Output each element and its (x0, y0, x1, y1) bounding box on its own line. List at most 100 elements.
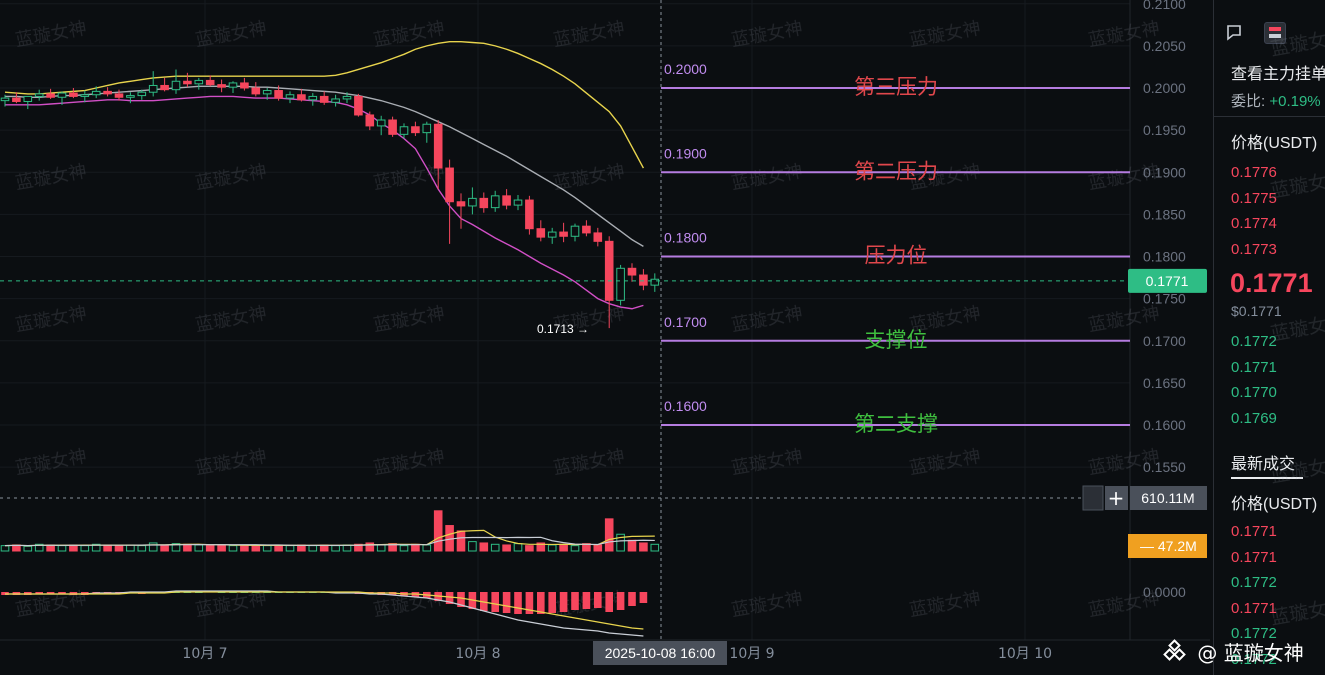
candle-body (80, 94, 90, 97)
layout-icon[interactable] (1224, 22, 1246, 44)
candle-body (91, 90, 101, 96)
candle-body (69, 92, 78, 97)
time-tick-label: 10月 7 (182, 646, 227, 662)
candle-body (262, 90, 272, 95)
trade-price: 0.1772 (1231, 574, 1277, 591)
volume-bar (525, 545, 534, 552)
level-name-label: 第二支撑 (854, 412, 938, 436)
ratio-label: 委比: (1231, 93, 1266, 110)
volume-bar (251, 545, 261, 552)
last-price-usd: $0.1771 (1231, 303, 1282, 319)
watermark: 蓝璇女神 (14, 161, 89, 194)
candle-body (650, 278, 660, 286)
candle-body (160, 84, 169, 91)
recent-trades-title[interactable]: 最新成交 (1231, 456, 1296, 473)
price-column-header: 价格(USDT) (1231, 135, 1318, 152)
watermark: 蓝璇女神 (908, 588, 983, 621)
volume-bar (433, 510, 443, 552)
bid-price[interactable]: 0.1772 (1231, 333, 1277, 350)
macd-histogram-bar (628, 592, 636, 606)
footer-brand-text: @ 蓝璇女神 (1197, 641, 1304, 665)
macd-histogram-bar (571, 592, 579, 610)
time-tick-label: 10月 10 (998, 646, 1052, 662)
macd-histogram-bar (491, 592, 499, 612)
macd-histogram-bar (616, 592, 625, 610)
volume-crosshair-tag-text: 610.11M (1141, 490, 1194, 506)
volume-bar (547, 544, 557, 552)
volume-bar (240, 544, 249, 552)
candle-body (627, 267, 637, 276)
bid-price[interactable]: 0.1769 (1231, 409, 1277, 427)
volume-bar (148, 542, 158, 552)
level-name-label: 压力位 (865, 244, 928, 268)
candle-body (0, 97, 10, 102)
volume-bar (331, 545, 340, 552)
macd-histogram-bar (35, 592, 43, 594)
level-price-label: 0.1600 (664, 398, 707, 414)
volume-bar (114, 545, 124, 552)
bid-price[interactable]: 0.1771 (1231, 358, 1277, 376)
volume-bar (570, 545, 580, 552)
volume-bar (376, 544, 386, 552)
candle-body (411, 126, 420, 134)
watermark: 蓝璇女神 (552, 446, 627, 479)
volume-bar (490, 543, 500, 552)
candle-body (285, 94, 295, 99)
candle-body (547, 231, 557, 238)
watermark: 蓝璇女神 (372, 303, 447, 336)
bid-price[interactable]: 0.1770 (1231, 384, 1277, 401)
price-tick-label: 0.1550 (1143, 459, 1186, 475)
candle-body (114, 93, 124, 98)
macd-histogram-bar (502, 592, 511, 613)
candle-body (479, 197, 489, 209)
trade-price: 0.1771 (1231, 523, 1277, 540)
watermark: 蓝璇女神 (14, 446, 89, 479)
ratio-value: +0.19% (1269, 93, 1321, 110)
low-price-annotation: 0.1713 → (537, 322, 589, 336)
candle-body (354, 95, 363, 116)
volume-ma-slow (4, 536, 655, 547)
orderbook-mode-icon[interactable] (1264, 22, 1286, 44)
volume-bar (650, 543, 660, 552)
binance-square-icon (1163, 639, 1186, 661)
ask-price[interactable]: 0.1776 (1231, 164, 1277, 181)
volume-bar (627, 539, 637, 552)
macd-zero-label: 0.0000 (1143, 584, 1186, 600)
crosshair-time-tag (593, 641, 727, 665)
candle-body (228, 82, 238, 88)
watermark: 蓝璇女神 (1087, 303, 1162, 336)
candle-body (103, 90, 112, 95)
candle-body (34, 93, 44, 97)
candle-body (274, 90, 283, 99)
volume-bar (0, 545, 10, 552)
candle-body (240, 82, 249, 89)
volume-bar (69, 544, 78, 552)
volume-bar (91, 543, 101, 552)
candle-body (308, 95, 318, 101)
ask-price[interactable]: 0.1773 (1231, 240, 1277, 258)
volume-bar (57, 545, 67, 552)
volume-bar (285, 545, 295, 552)
candle-body (126, 95, 135, 98)
volume-bar (456, 530, 466, 552)
main-orders-link[interactable]: 查看主力挂单 (1231, 66, 1325, 83)
candle-body (194, 79, 204, 85)
support-resistance-levels: 0.2000 第三压力 0.1900 第二压力 0.1800 压力位 0.1700 支撑位 0.… (0, 0, 1130, 640)
macd-histogram-bar (639, 592, 648, 603)
axes: 0.2100 0.2050 0.2000 0.1950 0.1900 0.1850 0.18… (182, 0, 1207, 665)
level-price-label: 0.1700 (664, 314, 707, 330)
volume-bar (354, 543, 363, 552)
chart-grid (0, 0, 1210, 641)
candle-body (445, 167, 454, 203)
ask-price[interactable]: 0.1775 (1231, 189, 1277, 207)
candle-body (297, 94, 306, 101)
upper-band-line (4, 40, 645, 169)
candle-body (468, 197, 477, 207)
volume-bar (160, 544, 169, 552)
level-name-label: 第三压力 (854, 75, 938, 99)
ask-price[interactable]: 0.1774 (1231, 215, 1277, 232)
trade-price: 0.1771 (1231, 599, 1277, 617)
watermark: 蓝璇女神 (730, 161, 805, 194)
candle-body (319, 95, 329, 103)
